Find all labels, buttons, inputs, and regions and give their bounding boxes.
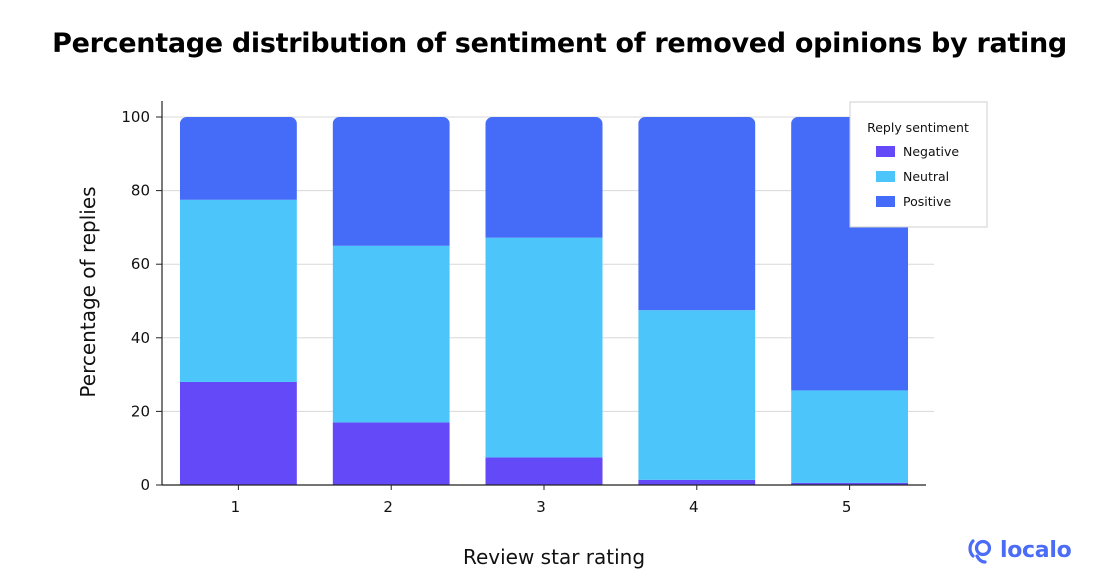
axes: 0 20 40 60 80 100 1 2 3 4 5: [121, 101, 926, 516]
bar-segment-positive: [179, 117, 297, 200]
legend-swatch-negative: [876, 146, 895, 157]
brand-name: localo: [1000, 537, 1072, 563]
y-tick-label: 0: [140, 476, 150, 494]
bar-segment-negative: [791, 482, 909, 485]
bar-stack-1: [179, 117, 297, 485]
x-axis-label: Review star rating: [463, 545, 645, 569]
y-tick-label: 60: [131, 255, 150, 273]
bar-stack-4: [638, 117, 756, 485]
legend-title: Reply sentiment: [867, 120, 969, 135]
bar-segment-neutral: [638, 310, 756, 480]
bar-segment-neutral: [485, 237, 603, 458]
x-tick-label: 3: [536, 498, 546, 516]
bar-segment-negative: [638, 479, 756, 485]
y-tick-label: 100: [121, 108, 150, 126]
y-tick-label: 80: [131, 182, 150, 200]
legend-swatch-neutral: [876, 171, 895, 182]
chart-title: Percentage distribution of sentiment of …: [52, 28, 1067, 59]
y-tick-label: 40: [131, 329, 150, 347]
bar-segment-negative: [485, 457, 603, 485]
bar-segment-neutral: [791, 390, 909, 483]
bar-stack-2: [332, 117, 450, 485]
legend-label-positive: Positive: [903, 194, 951, 209]
bar-segment-positive: [638, 117, 756, 311]
x-tick-label: 4: [689, 498, 699, 516]
bar-segment-negative: [179, 381, 297, 485]
bar-stack-3: [485, 117, 603, 485]
bar-segment-positive: [332, 117, 450, 246]
legend-label-neutral: Neutral: [903, 169, 949, 184]
legend: Reply sentiment Negative Neutral Positive: [849, 101, 988, 228]
legend-box: [849, 101, 988, 228]
bar-segment-negative: [332, 422, 450, 485]
legend-label-negative: Negative: [903, 144, 959, 159]
x-tick-label: 1: [231, 498, 241, 516]
y-tick-label: 20: [131, 402, 150, 420]
bars: [179, 117, 909, 485]
x-tick-label: 2: [383, 498, 393, 516]
localo-pin-logo-icon: [968, 539, 992, 564]
bar-segment-neutral: [179, 199, 297, 382]
legend-swatch-positive: [876, 196, 895, 207]
y-axis-label: Percentage of replies: [76, 186, 100, 397]
bar-segment-positive: [485, 117, 603, 238]
bar-segment-neutral: [332, 245, 450, 423]
brand-logo: localo: [968, 533, 1072, 567]
x-tick-label: 5: [842, 498, 852, 516]
